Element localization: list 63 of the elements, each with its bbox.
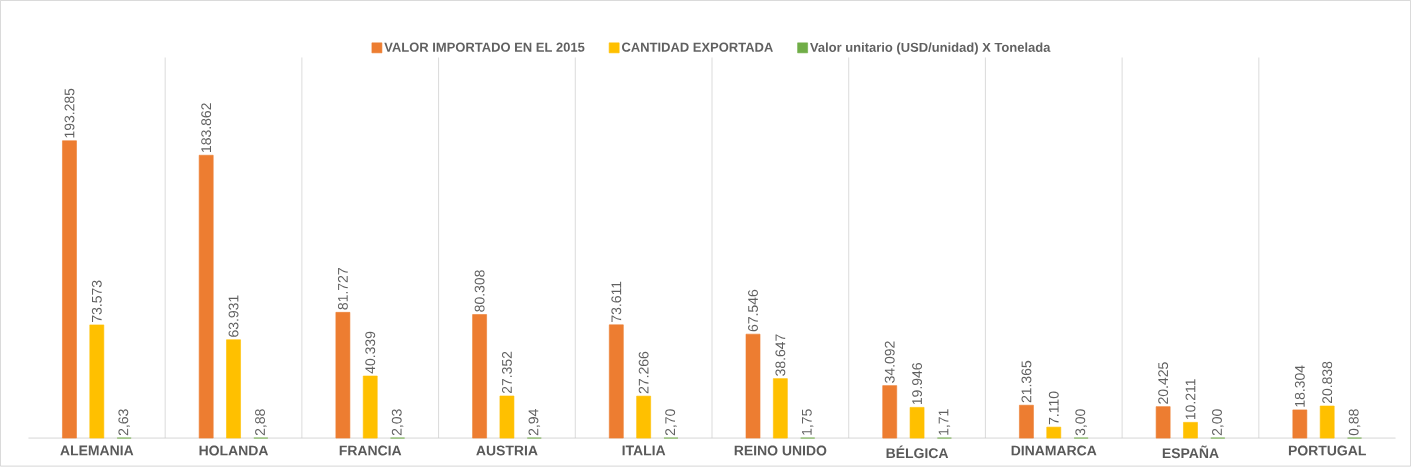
data-label: 193.285 xyxy=(64,88,75,138)
data-label: 2,70 xyxy=(665,409,677,436)
bar xyxy=(745,334,761,439)
legend-label: VALOR IMPORTADO EN EL 2015 xyxy=(384,42,585,52)
data-label: 0,88 xyxy=(1348,409,1361,436)
data-label: 34.092 xyxy=(884,341,895,384)
data-label: 183.862 xyxy=(201,103,212,153)
bar xyxy=(1019,405,1034,439)
bar xyxy=(335,312,351,439)
x-tick-label: ITALIA xyxy=(622,445,666,456)
data-label: 7.110 xyxy=(1048,391,1059,425)
data-label: 2,94 xyxy=(528,409,541,436)
data-label: 20.425 xyxy=(1158,362,1169,404)
data-label: 27.266 xyxy=(638,352,649,394)
x-tick-label: PORTUGAL xyxy=(1288,445,1366,456)
x-tick-label: ALEMANIA xyxy=(60,445,134,456)
data-label: 19.946 xyxy=(912,363,923,405)
x-tick-label: BÉLGICA xyxy=(886,445,949,459)
legend-label: Valor unitario (USD/unidad) X Tonelada xyxy=(810,42,1051,55)
data-label: 10.211 xyxy=(1185,379,1196,420)
data-label: 80.308 xyxy=(474,270,485,312)
bar xyxy=(1319,405,1335,439)
data-label: 40.339 xyxy=(365,332,376,374)
bar xyxy=(226,339,241,439)
bar xyxy=(1292,409,1308,439)
data-label: 3,00 xyxy=(1075,409,1087,436)
x-tick-label: ESPAÑA xyxy=(1162,445,1219,459)
bar xyxy=(89,324,105,439)
data-label: 21.365 xyxy=(1021,361,1032,403)
x-tick-label: REINO UNIDO xyxy=(734,445,827,456)
data-label: 27.352 xyxy=(501,352,512,394)
bar xyxy=(362,375,378,439)
data-label: 18.304 xyxy=(1294,365,1305,407)
data-label: 2,03 xyxy=(391,409,404,436)
bar xyxy=(773,378,788,439)
bar xyxy=(1155,406,1171,439)
data-label: 81.727 xyxy=(337,268,348,310)
bar xyxy=(198,155,214,439)
data-label: 20.838 xyxy=(1322,361,1333,404)
data-label: 2,88 xyxy=(255,409,267,436)
bar xyxy=(609,324,624,439)
bar xyxy=(882,385,898,439)
bar xyxy=(636,396,651,439)
data-label: 1,75 xyxy=(802,409,814,436)
bar xyxy=(909,407,925,439)
x-tick-label: AUSTRIA xyxy=(476,445,538,456)
bar xyxy=(472,314,487,439)
data-label: 2,00 xyxy=(1212,409,1224,436)
x-tick-label: DINAMARCA xyxy=(1011,445,1097,456)
data-label: 73.573 xyxy=(91,280,102,323)
data-label: 1,71 xyxy=(938,409,951,436)
data-label: 63.931 xyxy=(228,295,239,338)
data-label: 38.647 xyxy=(775,334,786,377)
bar xyxy=(62,140,77,439)
x-tick-label: HOLANDA xyxy=(199,445,269,456)
bar xyxy=(499,395,515,439)
bar xyxy=(1046,427,1062,439)
legend-label: CANTIDAD EXPORTADA xyxy=(622,42,773,52)
data-label: 67.546 xyxy=(748,290,758,332)
data-label: 73.611 xyxy=(611,281,622,323)
x-tick-label: FRANCIA xyxy=(339,445,402,456)
data-label: 2,63 xyxy=(118,409,130,436)
bar xyxy=(1183,422,1198,439)
